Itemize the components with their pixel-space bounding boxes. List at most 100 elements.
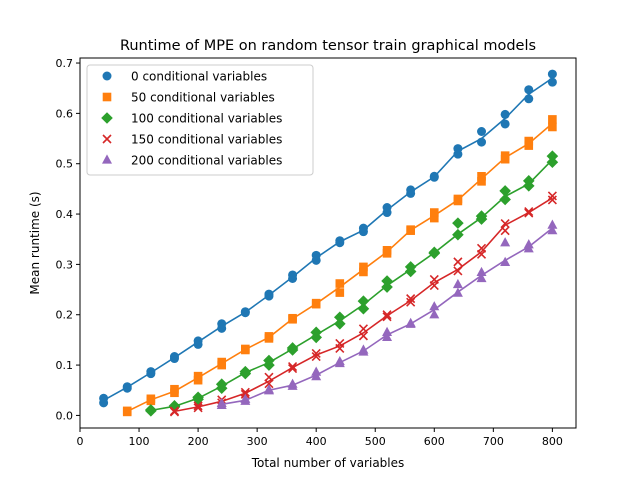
data-point: [122, 382, 132, 392]
legend-label: 100 conditional variables: [131, 112, 282, 126]
data-point: [382, 245, 392, 255]
y-tick-label: 0.0: [56, 409, 74, 422]
data-point: [477, 126, 487, 136]
legend-marker: [102, 71, 112, 81]
legend-item: 50 conditional variables: [102, 91, 275, 105]
legend: 0 conditional variables 50 conditional va…: [86, 64, 314, 176]
data-point: [359, 267, 368, 277]
x-axis-label: Total number of variables: [251, 456, 405, 470]
data-point: [192, 391, 204, 404]
legend-label: 200 conditional variables: [131, 154, 282, 168]
data-point: [547, 69, 557, 79]
data-point: [264, 289, 274, 299]
data-point: [381, 275, 393, 287]
data-point: [357, 295, 370, 307]
x-axis: 0 100 200 300 400 500 600 700 800: [77, 428, 563, 448]
data-point: [169, 352, 179, 362]
data-point: [476, 266, 487, 277]
data-point: [169, 406, 180, 416]
data-point: [240, 393, 251, 403]
data-point: [429, 309, 440, 319]
data-point: [500, 119, 510, 129]
data-point: [146, 394, 156, 404]
data-point: [358, 344, 369, 354]
data-point: [264, 372, 274, 382]
data-point: [547, 195, 557, 205]
data-point: [524, 85, 534, 95]
data-point: [288, 364, 298, 374]
data-point: [547, 225, 558, 235]
data-point: [193, 336, 203, 346]
legend-item: 200 conditional variables: [102, 154, 282, 168]
axes-frame: [79, 57, 577, 429]
series-line-3: [174, 197, 553, 413]
data-point: [193, 371, 203, 381]
legend-label: 150 conditional variables: [131, 133, 282, 147]
data-point: [334, 311, 346, 324]
data-point: [311, 351, 321, 362]
data-point: [524, 136, 534, 146]
data-point: [311, 250, 321, 260]
data-point: [334, 317, 346, 330]
x-tick-label: 200: [188, 435, 209, 448]
legend-marker: [102, 134, 112, 144]
data-point: [240, 307, 250, 317]
data-point: [406, 294, 416, 304]
data-point: [546, 150, 559, 162]
y-axis-label: Mean runtime (s): [28, 191, 42, 294]
data-point: [452, 228, 464, 241]
data-point: [429, 213, 439, 223]
data-point: [311, 366, 322, 376]
legend-marker: [101, 112, 113, 124]
data-point: [358, 324, 368, 334]
x-tick-label: 100: [129, 435, 150, 448]
chart-title: Runtime of MPE on random tensor train gr…: [120, 38, 536, 54]
legend-marker: [102, 154, 112, 164]
data-point: [335, 338, 345, 348]
data-point: [453, 194, 463, 204]
y-tick-label: 0.2: [56, 309, 74, 322]
data-point: [263, 384, 274, 394]
y-tick-label: 0.4: [56, 208, 74, 221]
x-tick-label: 0: [77, 435, 84, 448]
data-point: [382, 310, 392, 320]
data-point: [382, 326, 393, 336]
legend-label: 0 conditional variables: [131, 70, 267, 84]
data-point: [524, 94, 534, 104]
data-point: [500, 219, 510, 229]
y-tick-label: 0.5: [56, 158, 74, 171]
data-point: [476, 272, 487, 283]
data-point: [429, 208, 439, 217]
series-3: [169, 191, 557, 417]
data-point: [217, 357, 227, 367]
data-point: [358, 331, 368, 341]
series-4: [216, 219, 558, 409]
data-point: [311, 298, 321, 308]
data-point: [477, 171, 486, 181]
data-point: [334, 355, 345, 366]
data-point: [193, 401, 203, 411]
data-point: [170, 384, 179, 394]
data-point: [523, 239, 534, 249]
y-axis: 0.0 0.1 0.2 0.3 0.4 0.5 0.6 0.7: [56, 57, 80, 422]
data-point: [193, 403, 203, 413]
data-point: [288, 270, 298, 280]
data-point: [381, 281, 393, 293]
data-point: [406, 225, 415, 234]
data-point: [547, 191, 557, 201]
data-point: [382, 331, 393, 341]
y-tick-label: 0.7: [56, 57, 74, 70]
data-point: [241, 344, 250, 354]
data-point: [287, 378, 298, 388]
data-point: [546, 156, 559, 169]
series-0: [99, 69, 557, 408]
data-point: [477, 177, 486, 186]
data-point: [310, 326, 322, 339]
legend-box: [86, 64, 314, 176]
data-point: [406, 297, 416, 307]
data-point: [357, 302, 370, 315]
data-point: [99, 393, 109, 403]
x-tick-label: 400: [306, 435, 327, 448]
data-point: [215, 378, 228, 391]
